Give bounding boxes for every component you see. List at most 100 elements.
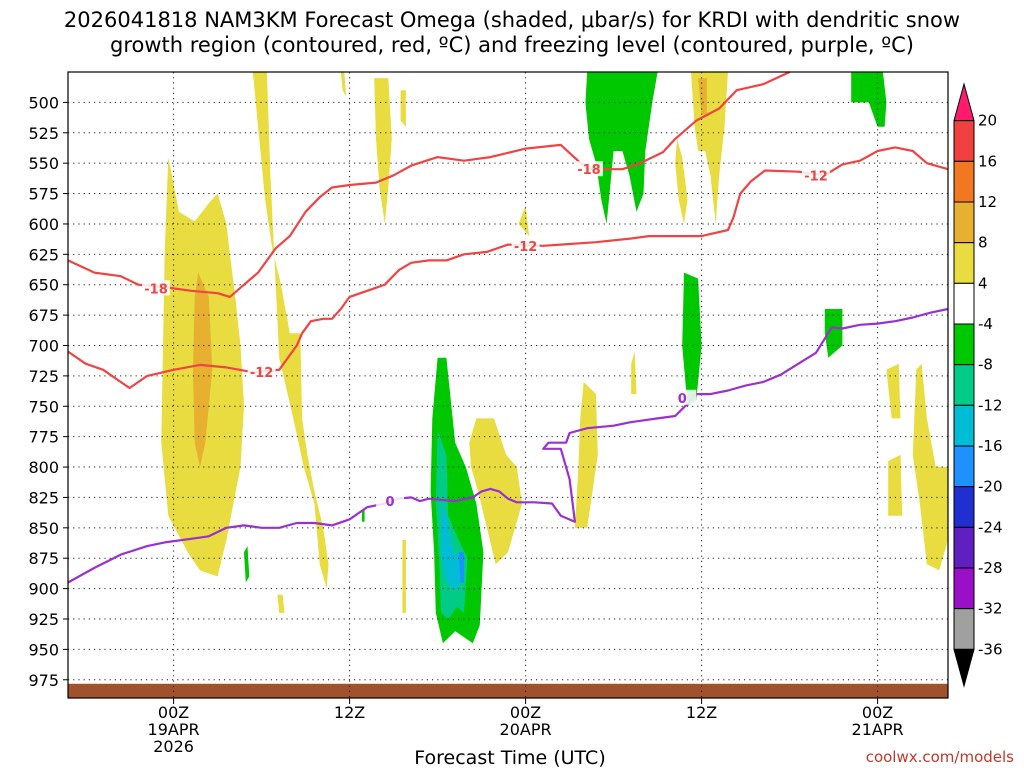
omega-region-1	[193, 272, 213, 467]
y-tick-label-700: 700	[28, 336, 59, 355]
colorbar: 20 16 12 8 4 -4 -8 -12 -16 -20 -24 -28 -32 -36	[953, 82, 1003, 688]
y-tick-label-800: 800	[28, 458, 59, 477]
contour-label--12-1: -12	[514, 240, 538, 255]
omega-shading-layer	[161, 72, 948, 644]
colorbar-swatch-7	[953, 364, 975, 406]
x-tick-label-0-1: 19APR	[148, 720, 200, 739]
plot-area: -18 -18 -12 -12 -12 0 0	[67, 71, 949, 699]
contour-label-0-1: 0	[678, 392, 687, 407]
colorbar-swatch-1	[953, 120, 975, 162]
colorbar-swatch-11	[953, 526, 975, 569]
omega-region-6	[400, 90, 406, 127]
contour-line-0-2	[67, 307, 949, 584]
x-tick-label-2-0: 00Z	[510, 703, 541, 722]
y-tick-label-500: 500	[28, 93, 59, 112]
y-tick-label-900: 900	[28, 580, 59, 599]
omega-region-24	[458, 552, 464, 583]
colorbar-label--12: -12	[978, 396, 1003, 414]
colorbar-top-triangle	[953, 82, 975, 122]
colorbar-swatch-5	[953, 282, 975, 325]
omega-region-25	[886, 363, 901, 419]
colorbar-label-16: 16	[978, 152, 997, 170]
colorbar-label-12: 12	[978, 193, 997, 211]
contour-label-0-0: 0	[386, 495, 395, 510]
y-tick-label-825: 825	[28, 488, 59, 507]
omega-region-27	[912, 363, 948, 571]
watermark: coolwx.com/models	[866, 748, 1014, 766]
contour-label-bg--12-0	[247, 364, 276, 380]
colorbar-label-8: 8	[978, 234, 988, 252]
ground-band	[68, 683, 948, 698]
omega-region-11	[631, 351, 637, 395]
colorbar-label--36: -36	[978, 640, 1003, 658]
colorbar-swatch-4	[953, 242, 975, 284]
omega-region-23	[441, 503, 463, 589]
x-tick-label-3-0: 12Z	[686, 703, 717, 722]
colorbar-label--20: -20	[978, 478, 1003, 496]
y-tick-label-600: 600	[28, 215, 59, 234]
gridlines	[68, 72, 948, 698]
y-tick-label-625: 625	[28, 245, 59, 264]
colorbar-label--8: -8	[978, 356, 993, 374]
y-tick-label-525: 525	[28, 124, 59, 143]
contour-label-bg--12-2	[802, 167, 830, 183]
omega-region-12	[675, 138, 688, 224]
contour-line--18-0	[67, 71, 791, 298]
x-axis-label: Forecast Time (UTC)	[414, 747, 605, 768]
colorbar-label--16: -16	[978, 437, 1003, 455]
omega-region-10	[574, 382, 598, 528]
y-tick-label-725: 725	[28, 367, 59, 386]
colorbar-swatch-9	[953, 445, 975, 488]
y-tick-label-975: 975	[28, 671, 59, 690]
omega-region-4	[340, 72, 347, 97]
y-tick-label-575: 575	[28, 185, 59, 204]
colorbar-label-4: 4	[978, 274, 988, 292]
colorbar-swatch-10	[953, 486, 975, 528]
omega-region-16	[682, 272, 702, 407]
contour-label--18-0: -18	[144, 282, 168, 297]
omega-region-7	[402, 540, 406, 613]
colorbar-swatch-8	[953, 404, 975, 447]
colorbar-label-20: 20	[978, 112, 997, 130]
y-tick-label-550: 550	[28, 154, 59, 173]
y-tick-label-775: 775	[28, 428, 59, 447]
contour-label-bg--18-1	[574, 161, 603, 177]
x-tick-label-0-2: 2026	[153, 737, 194, 756]
contour-label-bg--12-1	[511, 237, 540, 253]
omega-region-20	[361, 509, 365, 522]
colorbar-label--4: -4	[978, 315, 993, 333]
chart-title-line-2: growth region (contoured, red, ºC) and f…	[110, 33, 914, 57]
colorbar-bottom-triangle	[953, 648, 975, 688]
omega-region-5	[374, 78, 392, 224]
colorbar-label--28: -28	[978, 559, 1003, 577]
y-tick-label-675: 675	[28, 306, 59, 325]
y-tick-label-950: 950	[28, 640, 59, 659]
x-tick-label-1-0: 12Z	[334, 703, 365, 722]
y-tick-label-650: 650	[28, 276, 59, 295]
colorbar-swatch-3	[953, 201, 975, 244]
temperature-contours: -18 -18 -12 -12 -12 0 0	[67, 71, 949, 584]
x-tick-label-4-0: 00Z	[862, 703, 893, 722]
omega-region-13	[691, 72, 728, 224]
y-tick-label-925: 925	[28, 610, 59, 629]
colorbar-swatch-13	[953, 608, 975, 650]
y-tick-label-750: 750	[28, 397, 59, 416]
colorbar-swatch-2	[953, 160, 975, 203]
x-tick-label-2-1: 20APR	[500, 720, 552, 739]
y-axis: 500 525 550 575 600 625 650 675 700 725 750 775 800 8…	[28, 93, 68, 690]
y-tick-label-850: 850	[28, 519, 59, 538]
colorbar-label--32: -32	[978, 600, 1003, 618]
contour-label--12-0: -12	[250, 366, 274, 381]
omega-region-2	[252, 72, 329, 589]
contour-label--12-2: -12	[804, 169, 828, 184]
colorbar-swatch-6	[953, 323, 975, 366]
omega-region-3	[277, 594, 285, 613]
contour-label--18-1: -18	[577, 163, 601, 178]
x-tick-label-4-1: 21APR	[852, 720, 904, 739]
contour-label-bg--18-0	[142, 280, 170, 296]
x-tick-label-0-0: 00Z	[158, 703, 189, 722]
omega-region-9	[518, 205, 530, 237]
omega-region-15	[585, 72, 658, 224]
contour-label-bg-0-0	[376, 493, 405, 509]
